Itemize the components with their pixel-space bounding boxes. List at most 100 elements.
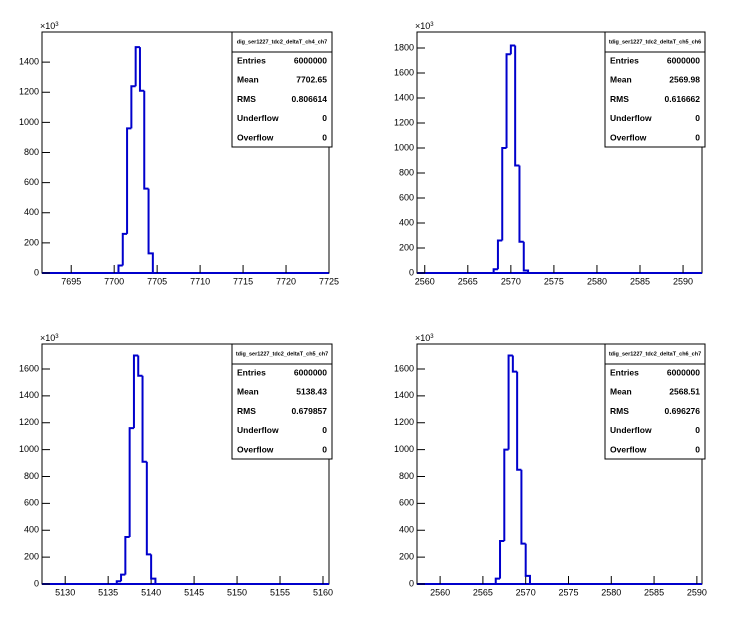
y-scale-exponent: 3 <box>430 22 434 28</box>
stats-box <box>604 31 706 148</box>
stats-label: RMS <box>610 406 629 416</box>
y-tick-label: 1400 <box>19 57 39 67</box>
y-tick-label: 1000 <box>394 142 414 152</box>
y-scale-exponent: 3 <box>430 334 434 340</box>
stats-label: Entries <box>237 55 266 65</box>
stats-label: RMS <box>610 94 629 104</box>
stats-value: 6000000 <box>667 367 700 377</box>
x-tick-label: 2565 <box>458 276 478 286</box>
x-tick-label: 5130 <box>55 587 75 597</box>
y-scale-label: ×103 <box>40 21 59 31</box>
x-tick-label: 5150 <box>227 587 247 597</box>
stats-label: Underflow <box>237 113 279 123</box>
stats-value: 0.696276 <box>665 406 701 416</box>
x-tick-label: 2575 <box>544 276 564 286</box>
stats-label: Mean <box>237 75 259 85</box>
y-tick-label: 0 <box>34 578 39 588</box>
hist-bin <box>128 427 134 537</box>
stats-value: 0 <box>695 444 700 454</box>
x-tick-label: 5140 <box>141 587 161 597</box>
x-tick-label: 5145 <box>184 587 204 597</box>
stats-value: 2569.98 <box>669 75 700 85</box>
hist-bin <box>141 375 147 463</box>
stats-title: tdig_ser1227_tdc2_deltaT_ch6_ch7 <box>609 351 701 357</box>
stats-label: Overflow <box>237 132 274 142</box>
hist-bin <box>509 44 516 55</box>
hist-bin <box>120 573 126 582</box>
x-tick-label: 2560 <box>430 587 450 597</box>
y-tick-label: 1200 <box>19 87 39 97</box>
y-scale-exponent: 3 <box>55 22 59 28</box>
hist-bin <box>496 239 503 270</box>
hist-bin <box>115 580 122 584</box>
hist-bin <box>524 543 531 584</box>
x-tick-label: 2570 <box>501 276 521 286</box>
y-tick-label: 1200 <box>394 117 414 127</box>
stats-value: 6000000 <box>294 55 327 65</box>
y-scale-base: ×10 <box>415 21 430 31</box>
hist-bin <box>137 355 143 377</box>
x-tick-label: 2570 <box>516 587 536 597</box>
stats-box <box>604 343 706 460</box>
y-scale-exponent: 3 <box>55 334 59 340</box>
y-tick-label: 1400 <box>19 390 39 400</box>
y-tick-label: 200 <box>399 551 414 561</box>
stats-label: Entries <box>610 367 639 377</box>
x-tick-label: 5135 <box>98 587 118 597</box>
y-scale-base: ×10 <box>40 21 55 31</box>
stats-label: Underflow <box>237 425 279 435</box>
hist-bin <box>494 577 501 584</box>
y-tick-label: 1800 <box>394 42 414 52</box>
x-tick-label: 7720 <box>276 276 296 286</box>
stats-value: 0 <box>695 132 700 142</box>
hist-bin <box>126 127 132 234</box>
stats-label: RMS <box>237 94 256 104</box>
hist-bin <box>130 85 136 129</box>
y-tick-label: 400 <box>24 207 39 217</box>
y-tick-label: 400 <box>399 217 414 227</box>
y-tick-label: 1000 <box>394 444 414 454</box>
y-tick-label: 200 <box>24 551 39 561</box>
stats-value: 0.616662 <box>665 94 701 104</box>
stats-label: RMS <box>237 406 256 416</box>
stats-label: Underflow <box>610 425 652 435</box>
y-tick-label: 400 <box>399 525 414 535</box>
x-tick-label: 2585 <box>644 587 664 597</box>
stats-title: tdig_ser1227_tdc2_deltaT_ch5_ch6 <box>609 39 701 45</box>
stats-value: 0.679857 <box>292 406 328 416</box>
stats-value: 0 <box>322 113 327 123</box>
y-tick-label: 1400 <box>394 92 414 102</box>
hist-bin <box>507 354 513 450</box>
x-tick-label: 7715 <box>233 276 253 286</box>
x-tick-label: 2580 <box>601 587 621 597</box>
x-tick-label: 2560 <box>415 276 435 286</box>
y-tick-label: 600 <box>24 498 39 508</box>
y-tick-label: 600 <box>399 192 414 202</box>
x-tick-label: 7705 <box>147 276 167 286</box>
y-scale-label: ×103 <box>415 333 434 343</box>
y-tick-label: 800 <box>399 167 414 177</box>
hist-bin <box>499 539 505 579</box>
stats-title: dig_ser1227_tdc2_deltaT_ch4_ch7 <box>237 39 328 45</box>
x-tick-label: 7700 <box>104 276 124 286</box>
x-tick-label: 2590 <box>687 587 707 597</box>
hist-bin <box>514 45 520 167</box>
stats-box <box>231 31 333 148</box>
x-tick-label: 2575 <box>558 587 578 597</box>
hist-bin <box>145 461 152 556</box>
hist-bin <box>121 232 128 266</box>
stats-title: tdig_ser1227_tdc2_deltaT_ch5_ch7 <box>236 351 328 357</box>
x-tick-label: 2580 <box>587 276 607 286</box>
x-tick-label: 2585 <box>630 276 650 286</box>
x-tick-label: 2590 <box>673 276 693 286</box>
hist-bin <box>518 165 524 243</box>
hist-bin <box>150 554 157 584</box>
hist-bin <box>492 268 498 273</box>
y-scale-label: ×103 <box>415 21 434 31</box>
stats-label: Mean <box>237 387 259 397</box>
x-tick-label: 7710 <box>190 276 210 286</box>
hist-bin <box>117 264 123 273</box>
y-tick-label: 1600 <box>394 363 414 373</box>
stats-value: 0 <box>322 444 327 454</box>
